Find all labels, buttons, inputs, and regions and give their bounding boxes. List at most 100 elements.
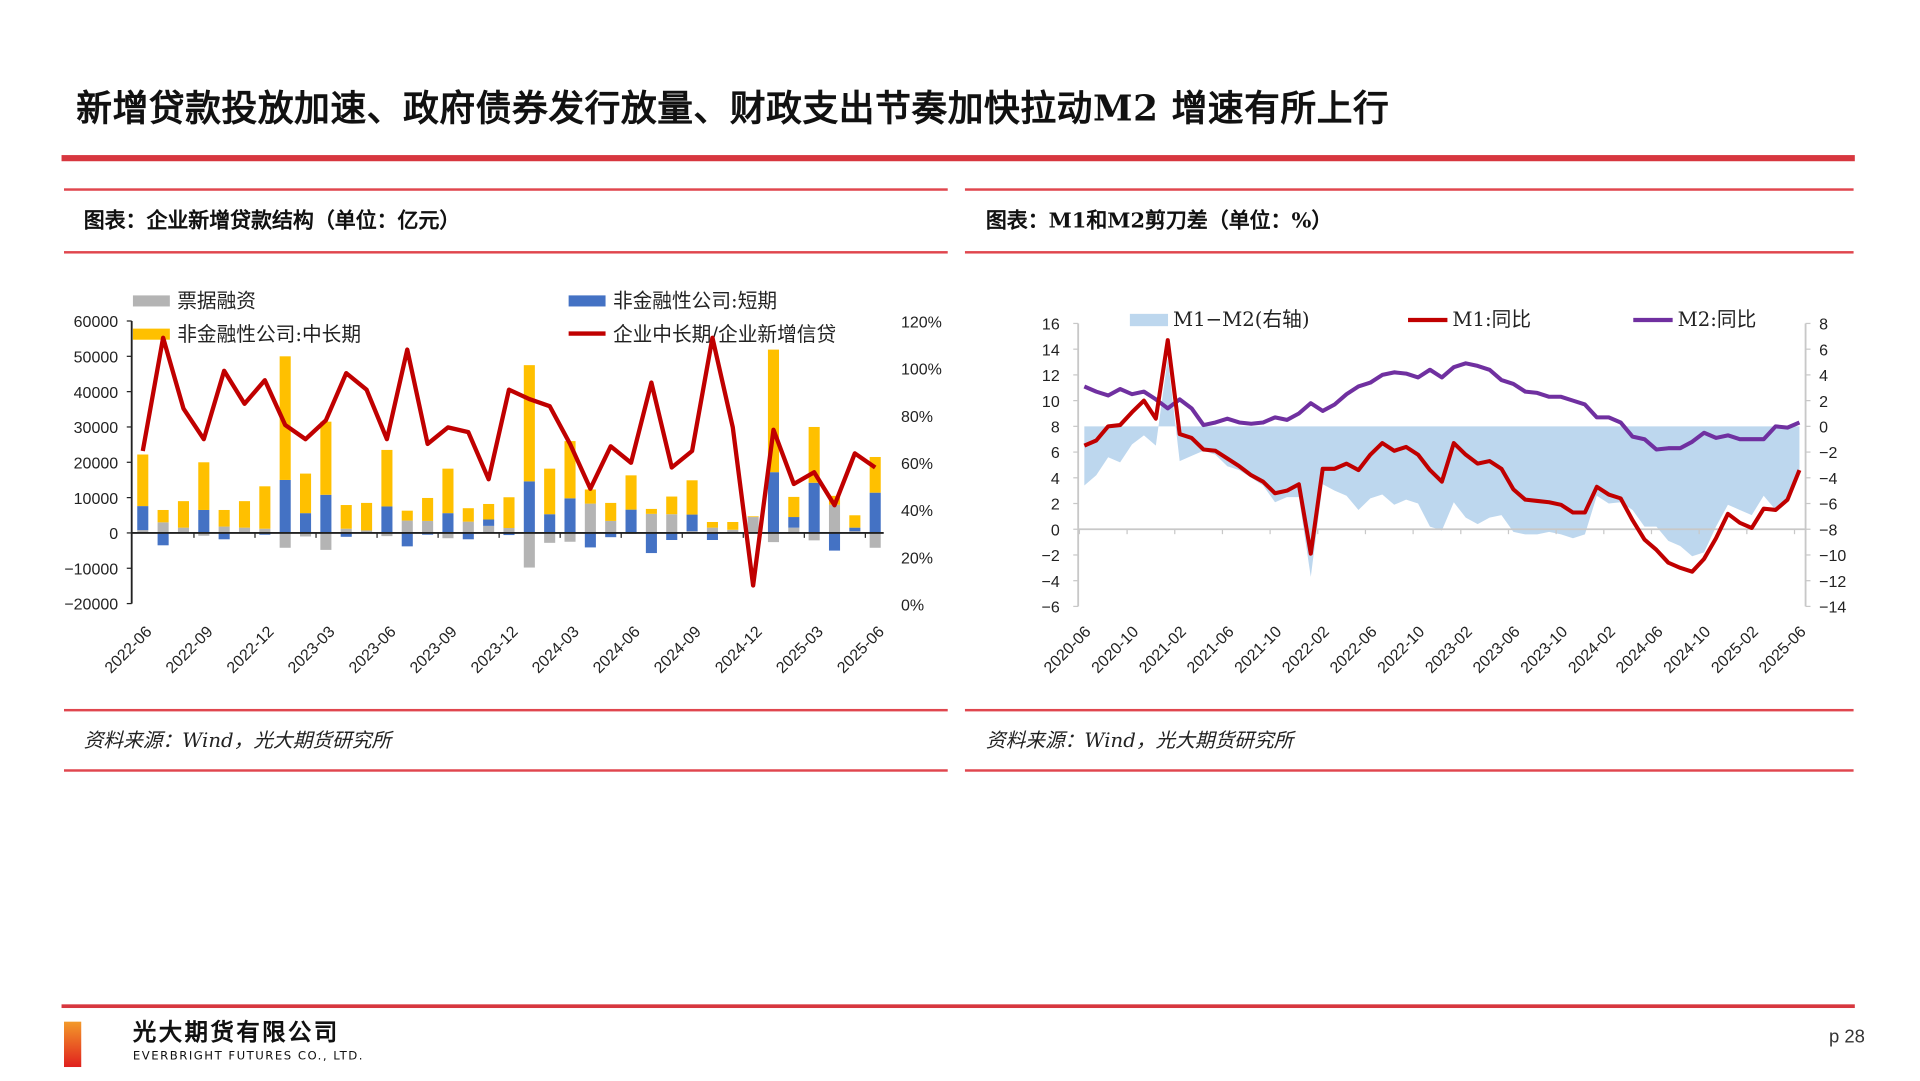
bar-bill (280, 533, 291, 548)
bar-mid-long-term (463, 508, 474, 521)
y-tick-label: 20000 (74, 455, 119, 472)
x-tick-label: 2021-10 (1232, 623, 1286, 677)
x-tick-label: 2024-12 (712, 623, 766, 677)
loan-structure-chart: 票据融资 非金融性公司:中长期 非金融性公司:短期 企业中长期/企业新增信贷 6… (64, 290, 942, 677)
y-tick-label: 8 (1051, 420, 1060, 437)
ratio-line (143, 338, 875, 586)
legend-label-bill: 票据融资 (177, 290, 256, 313)
x-tick-label: 2025-06 (834, 623, 888, 677)
bar-short-term (829, 533, 840, 551)
y-tick-label: 6 (1051, 445, 1060, 462)
legend-label-ratio: 企业中长期/企业新增信贷 (613, 323, 836, 346)
bar-bill (870, 533, 881, 548)
bar-bill (544, 533, 555, 543)
legend-label-m1-m2: M1−M2(右轴) (1173, 308, 1310, 331)
bar-short-term (280, 480, 291, 533)
bar-short-term (646, 533, 657, 553)
bar-bill (666, 514, 677, 533)
bar-bill (320, 533, 331, 550)
bar-short-term (158, 533, 169, 545)
bar-bill (605, 521, 616, 533)
x-tick-label: 2022-09 (163, 623, 217, 677)
bar-mid-long-term (320, 422, 331, 495)
bar-bill (564, 533, 575, 542)
x-tick-label: 2025-03 (773, 623, 827, 677)
x-tick-label: 2025-06 (1756, 623, 1810, 677)
y2-tick-label: −8 (1819, 522, 1837, 539)
bar-short-term (870, 493, 881, 533)
y-tick-label: 40000 (74, 385, 119, 402)
y2-tick-label: 2 (1819, 394, 1828, 411)
bar-bill (809, 533, 820, 540)
x-tick-label: 2022-06 (1327, 623, 1381, 677)
bar-mid-long-term (239, 501, 250, 527)
bar-mid-long-term (178, 501, 189, 527)
x-tick-label: 2024-10 (1661, 623, 1715, 677)
bar-bill (463, 522, 474, 533)
bar-short-term (320, 495, 331, 533)
x-tick-label: 2024-09 (651, 623, 705, 677)
y-tick-label: 50000 (74, 349, 119, 366)
bar-bill (524, 533, 535, 568)
y2-tick-label: 0 (1819, 420, 1828, 437)
bar-short-term (463, 533, 474, 539)
bar-short-term (849, 528, 860, 532)
bar-short-term (564, 498, 575, 533)
y2-tick-label: 40% (901, 503, 933, 520)
x-tick-label: 2020-06 (1041, 623, 1095, 677)
bar-mid-long-term (381, 450, 392, 507)
bar-bill (402, 521, 413, 533)
y2-tick-label: 4 (1819, 368, 1828, 385)
y-tick-label: −10000 (64, 561, 118, 578)
y-tick-label: 30000 (74, 420, 119, 437)
bar-bill (585, 504, 596, 533)
company-name-en: EVERBRIGHT FUTURES CO., LTD. (133, 1050, 364, 1065)
y-tick-label: −4 (1041, 574, 1059, 591)
bar-mid-long-term (158, 510, 169, 522)
bar-mid-long-term (300, 474, 311, 514)
everbright-logo-icon (64, 1022, 111, 1068)
bar-mid-long-term (707, 522, 718, 528)
legend-swatch-short (569, 295, 606, 306)
bar-mid-long-term (605, 503, 616, 521)
legend-swatch-m1-m2 (1130, 314, 1168, 326)
bar-mid-long-term (137, 455, 148, 507)
x-tick-label: 2024-02 (1565, 623, 1619, 677)
y-tick-label: 12 (1042, 368, 1060, 385)
bar-mid-long-term (361, 503, 372, 531)
bar-short-term (585, 533, 596, 547)
bar-mid-long-term (503, 497, 514, 528)
legend-label-m1: M1:同比 (1452, 308, 1531, 331)
x-tick-label: 2022-06 (102, 623, 156, 677)
y2-tick-label: −6 (1819, 497, 1837, 514)
y-tick-label: −6 (1041, 600, 1059, 617)
footer-divider (62, 1004, 1855, 1008)
x-tick-label: 2022-12 (224, 623, 278, 677)
bar-bill (219, 527, 230, 533)
bar-short-term (788, 517, 799, 528)
legend: M1−M2(右轴) M1:同比 M2:同比 (1130, 308, 1756, 331)
company-name-cn: 光大期货有限公司 (133, 1019, 340, 1046)
x-tick-label: 2021-06 (1184, 623, 1238, 677)
y2-tick-label: 8 (1819, 317, 1828, 334)
bar-bill (829, 505, 840, 533)
bar-bill (646, 514, 657, 533)
y2-tick-label: −12 (1819, 574, 1846, 591)
x-tick-label: 2024-03 (529, 623, 583, 677)
legend-label-midlong: 非金融性公司:中长期 (177, 323, 361, 346)
x-tick-label: 2020-10 (1089, 623, 1143, 677)
bar-short-term (402, 533, 413, 546)
bar-short-term (483, 520, 494, 526)
y2-tick-label: 100% (901, 362, 942, 379)
y-tick-label: 0 (109, 526, 118, 543)
bar-short-term (198, 510, 209, 533)
y2-tick-label: 120% (901, 314, 942, 331)
y2-tick-label: −10 (1819, 548, 1846, 565)
y2-tick-label: −2 (1819, 445, 1837, 462)
y-tick-label: 14 (1042, 342, 1060, 359)
bar-mid-long-term (544, 469, 555, 515)
bar-mid-long-term (788, 497, 799, 517)
bar-mid-long-term (259, 486, 270, 528)
legend-swatch-bill (133, 295, 170, 306)
